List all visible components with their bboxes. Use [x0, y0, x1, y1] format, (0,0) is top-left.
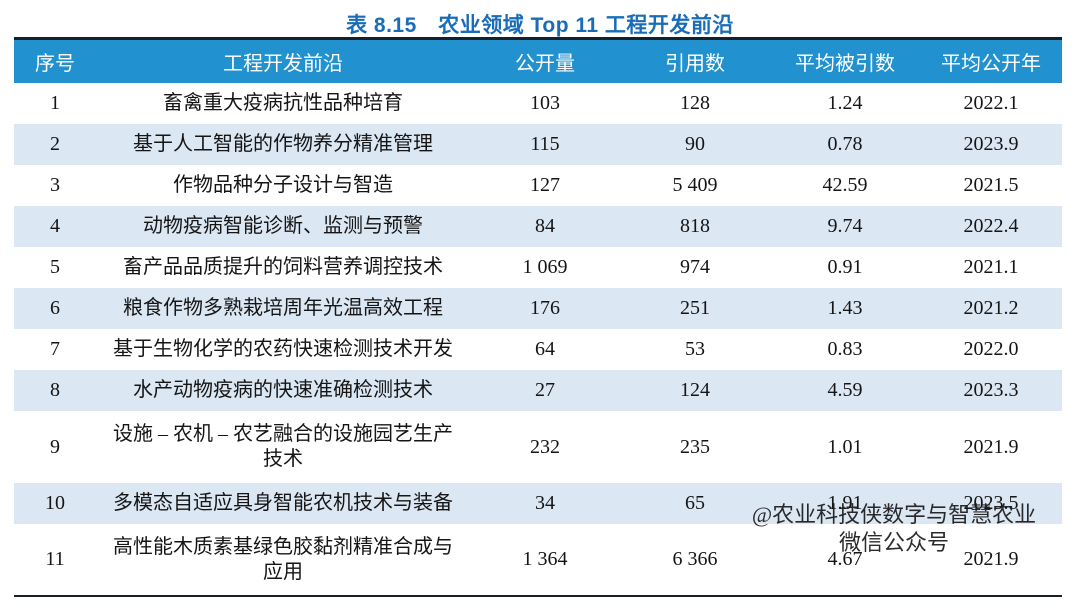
col-header-no: 序号: [14, 38, 96, 83]
table-row: 5 畜产品品质提升的饲料营养调控技术 1 069 974 0.91 2021.1: [14, 247, 1062, 288]
table-row: 3 作物品种分子设计与智造 127 5 409 42.59 2021.5: [14, 165, 1062, 206]
avg-citation-value: 1.01: [827, 435, 863, 458]
col-header-frontier: 工程开发前沿: [96, 38, 470, 83]
avg-citation-value: 42.59: [822, 174, 868, 196]
table-row: 1 畜禽重大疫病抗性品种培育 103 128 1.24 2022.1: [14, 83, 1062, 124]
avg-open-year: 2021.9: [963, 435, 1019, 458]
citation-count: 124: [680, 379, 710, 401]
table-row: 9 设施 – 农机 – 农艺融合的设施园艺生产 技术 232 235 1.01 …: [14, 411, 1062, 483]
publication-count: 27: [535, 379, 555, 401]
table-row: 4 动物疫病智能诊断、监测与预警 84 818 9.74 2022.4: [14, 206, 1062, 247]
publication-count: 115: [530, 133, 560, 155]
frontier-name: 高性能木质素基绿色胶黏剂精准合成与 应用: [113, 535, 453, 583]
avg-open-year: 2021.5: [963, 174, 1019, 196]
table-row: 8 水产动物疫病的快速准确检测技术 27 124 4.59 2023.3: [14, 370, 1062, 411]
frontiers-table: 序号 工程开发前沿 公开量 引用数 平均被引数 平均公开年 1 畜禽重大疫病抗性…: [14, 37, 1062, 597]
frontier-name: 基于人工智能的作物养分精准管理: [133, 133, 433, 155]
row-number: 7: [50, 338, 60, 360]
table-row: 7 基于生物化学的农药快速检测技术开发 64 53 0.83 2022.0: [14, 329, 1062, 370]
avg-citation-value: 9.74: [827, 215, 863, 237]
frontier-name: 畜禽重大疫病抗性品种培育: [163, 92, 403, 114]
avg-open-year: 2022.0: [963, 338, 1019, 360]
table-row: 11 高性能木质素基绿色胶黏剂精准合成与 应用 1 364 6 366 4.67…: [14, 524, 1062, 596]
publication-count: 34: [535, 492, 555, 514]
avg-open-year: 2023.3: [963, 379, 1019, 401]
row-number: 9: [50, 435, 60, 458]
avg-open-year: 2021.1: [963, 256, 1019, 278]
avg-open-year: 2021.2: [963, 297, 1019, 319]
publication-count: 103: [530, 92, 560, 114]
row-number: 1: [50, 92, 60, 114]
row-number: 4: [50, 215, 60, 237]
publication-count: 232: [530, 435, 560, 458]
row-number: 3: [50, 174, 60, 196]
publication-count: 1 364: [522, 548, 568, 570]
header-row: 序号 工程开发前沿 公开量 引用数 平均被引数 平均公开年: [14, 38, 1062, 83]
table-row: 2 基于人工智能的作物养分精准管理 115 90 0.78 2023.9: [14, 124, 1062, 165]
publication-count: 127: [530, 174, 560, 196]
avg-citation-value: 0.91: [827, 256, 863, 278]
citation-count: 818: [680, 215, 710, 237]
table-body: 1 畜禽重大疫病抗性品种培育 103 128 1.24 2022.1 2 基于人…: [14, 83, 1062, 596]
col-header-citations: 引用数: [620, 38, 770, 83]
col-header-avg-year: 平均公开年: [920, 38, 1062, 83]
avg-citation-value: 1.43: [827, 297, 863, 319]
frontier-name: 畜产品品质提升的饲料营养调控技术: [123, 256, 443, 278]
frontier-name: 水产动物疫病的快速准确检测技术: [133, 379, 433, 401]
col-header-avg-citations: 平均被引数: [770, 38, 920, 83]
avg-open-year: 2022.1: [963, 92, 1019, 114]
row-number: 11: [45, 548, 65, 570]
avg-citation-value: 1.91: [827, 492, 863, 514]
avg-citation-value: 0.83: [827, 338, 863, 360]
row-number: 6: [50, 297, 60, 319]
publication-count: 176: [530, 297, 560, 319]
watermark-line1: @农业科技侠数字与智慧农业: [751, 502, 1037, 527]
avg-citation-value: 1.24: [827, 92, 863, 114]
frontier-name: 动物疫病智能诊断、监测与预警: [143, 215, 423, 237]
publication-count: 64: [535, 338, 555, 360]
row-number: 5: [50, 256, 60, 278]
citation-count: 53: [685, 338, 705, 360]
citation-count: 128: [680, 92, 710, 114]
citation-count: 65: [685, 492, 705, 514]
avg-open-year: 2023.9: [963, 133, 1019, 155]
frontier-name: 设施 – 农机 – 农艺融合的设施园艺生产 技术: [113, 423, 453, 470]
citation-count: 251: [680, 297, 710, 319]
watermark: @农业科技侠数字与智慧农业 微信公众号: [741, 501, 1047, 557]
citation-count: 6 366: [672, 548, 718, 570]
table-row: 6 粮食作物多熟栽培周年光温高效工程 176 251 1.43 2021.2: [14, 288, 1062, 329]
row-number: 2: [50, 133, 60, 155]
avg-open-year: 2022.4: [963, 215, 1019, 237]
citation-count: 235: [680, 435, 710, 458]
avg-citation-value: 4.59: [827, 379, 863, 401]
table-row: 10 多模态自适应具身智能农机技术与装备 34 65 1.91 2023.5: [14, 483, 1062, 524]
avg-citation-value: 0.78: [827, 133, 863, 155]
frontier-name: 粮食作物多熟栽培周年光温高效工程: [123, 297, 443, 319]
publication-count: 1 069: [522, 256, 568, 278]
row-number: 8: [50, 379, 60, 401]
avg-open-year: 2023.5: [963, 492, 1019, 514]
frontier-name: 多模态自适应具身智能农机技术与装备: [113, 492, 453, 514]
avg-citation-value: 4.67: [827, 548, 863, 570]
col-header-publications: 公开量: [470, 38, 620, 83]
table-title: 表 8.15 农业领域 Top 11 工程开发前沿: [346, 14, 734, 37]
avg-open-year: 2021.9: [963, 548, 1019, 570]
publication-count: 84: [535, 215, 555, 237]
frontier-name: 作物品种分子设计与智造: [173, 174, 393, 196]
frontier-name: 基于生物化学的农药快速检测技术开发: [113, 338, 453, 360]
citation-count: 5 409: [672, 174, 718, 196]
watermark-line2: 微信公众号: [838, 530, 949, 555]
citation-count: 90: [685, 133, 705, 155]
citation-count: 974: [680, 256, 710, 278]
row-number: 10: [45, 492, 65, 514]
